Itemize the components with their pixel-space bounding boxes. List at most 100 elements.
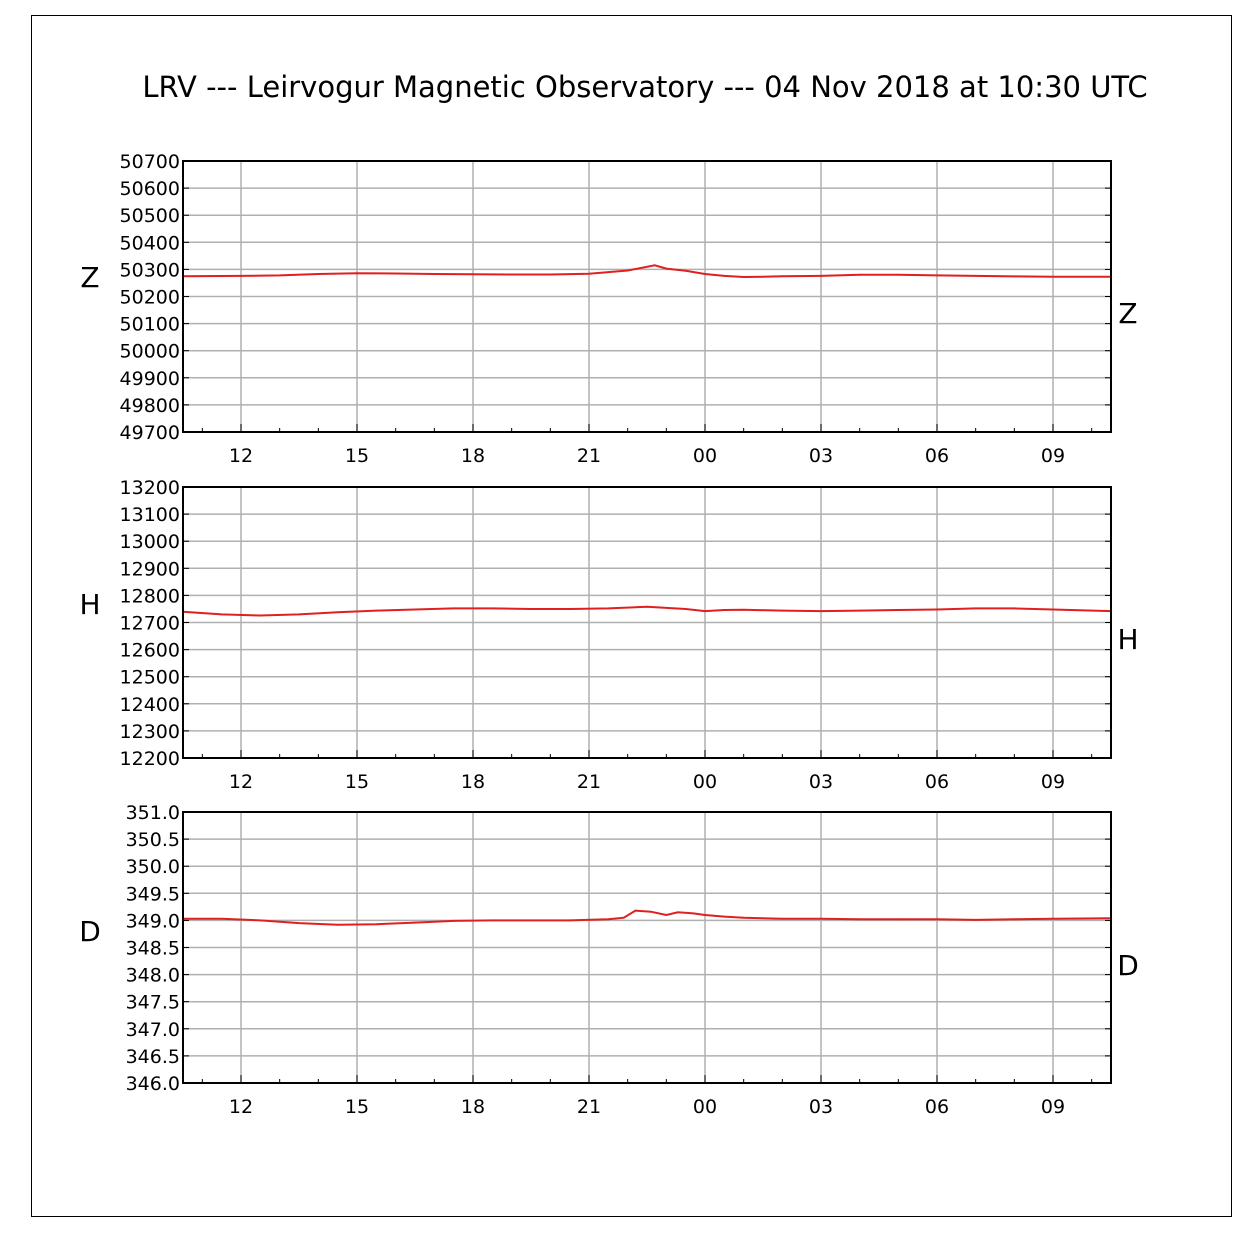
y-tick-label: 50100 [120, 314, 180, 336]
data-point [692, 912, 695, 915]
data-point [897, 918, 900, 921]
data-point [723, 915, 726, 918]
x-tick-label: 06 [925, 1096, 949, 1118]
data-point [677, 911, 679, 914]
data-point [452, 607, 455, 610]
data-point [974, 918, 977, 921]
data-point [259, 614, 262, 617]
data-point [259, 919, 262, 922]
data-point [1052, 275, 1054, 278]
y-tick-label: 50400 [120, 232, 180, 254]
data-point [762, 275, 764, 278]
panel-z: 50700 50600 50500 50400 50300 50200 50100 50000… [80, 151, 1137, 467]
data-point [858, 609, 861, 612]
data-point [530, 608, 532, 610]
x-tick-label: 09 [1041, 445, 1065, 467]
panel-label-right: D [1117, 949, 1139, 982]
data-point [742, 916, 745, 919]
data-point [549, 273, 552, 276]
y-tick-label: 50700 [120, 151, 180, 173]
y-tick-label: 12200 [120, 748, 180, 770]
data-point [1052, 917, 1054, 920]
data-point [433, 273, 436, 275]
data-point [336, 611, 339, 614]
x-tick-label: 00 [693, 1096, 717, 1118]
data-point [974, 607, 977, 610]
data-point [634, 909, 637, 912]
y-tick-label: 50600 [120, 178, 180, 200]
data-point [897, 273, 900, 276]
data-point [607, 607, 610, 610]
x-tick-label: 21 [577, 771, 601, 793]
data-point [704, 273, 706, 275]
y-tick-label: 12900 [120, 558, 180, 580]
data-point [240, 275, 242, 277]
y-tick-label: 350.0 [126, 856, 180, 878]
data-point [936, 918, 938, 921]
y-tick-label: 50200 [120, 287, 180, 309]
data-point [472, 273, 474, 276]
x-tick-label: 12 [229, 445, 253, 467]
data-point [974, 275, 977, 277]
panel-label-left: D [79, 915, 101, 948]
y-tick-label: 49700 [120, 422, 180, 444]
y-tick-label: 49900 [120, 368, 180, 390]
data-point [510, 273, 513, 276]
x-tick-label: 15 [345, 445, 369, 467]
x-tick-label: 18 [461, 1096, 485, 1118]
data-point [704, 610, 706, 613]
x-tick-label: 12 [229, 1096, 253, 1118]
y-tick-label: 349.5 [126, 883, 180, 905]
x-tick-label: 03 [809, 1096, 833, 1118]
y-tick-label: 346.0 [126, 1073, 180, 1095]
x-tick-label: 06 [925, 771, 949, 793]
y-tick-label: 13100 [120, 504, 180, 526]
series-line-z [182, 264, 1111, 279]
data-point [665, 267, 668, 270]
y-tick-label: 50300 [120, 259, 180, 281]
y-tick-label: 346.5 [126, 1046, 180, 1068]
y-tick-label: 349.0 [126, 910, 180, 932]
y-tick-label: 13200 [120, 477, 180, 499]
data-point [781, 275, 784, 278]
axes-frame [182, 160, 1112, 433]
data-point [820, 275, 822, 277]
data-point [1013, 918, 1016, 921]
y-tick-label: 50000 [120, 341, 180, 363]
x-tick-label: 03 [809, 445, 833, 467]
y-tick-label: 348.5 [126, 938, 180, 960]
panel-h: 13200 13100 13000 12900 12800 12700 12600 12500… [79, 477, 1138, 793]
data-point [607, 918, 610, 921]
data-point [568, 608, 571, 610]
data-point [684, 269, 687, 272]
data-point [1013, 275, 1016, 278]
data-point [375, 609, 378, 612]
y-tick-label: 12400 [120, 694, 180, 716]
data-point [742, 608, 745, 611]
panel-d: 351.0 350.5 350.0 349.5 349.0 348.5 348.0 347.5… [79, 802, 1139, 1118]
data-point [394, 272, 397, 275]
y-tick-label: 12500 [120, 667, 180, 689]
y-tick-label: 351.0 [126, 802, 180, 824]
x-tick-label: 06 [925, 445, 949, 467]
data-point [298, 613, 300, 616]
data-point [820, 610, 822, 613]
x-tick-label: 12 [229, 771, 253, 793]
series-line-d [183, 909, 1112, 926]
data-point [936, 608, 938, 611]
axes-frame [182, 811, 1112, 1084]
data-point [278, 274, 281, 277]
data-point [723, 275, 726, 277]
x-tick-label: 00 [693, 771, 717, 793]
x-tick-label: 15 [345, 771, 369, 793]
x-tick-label: 03 [809, 771, 833, 793]
data-point [336, 923, 339, 926]
data-point [858, 273, 861, 276]
series-line-h [182, 605, 1112, 617]
y-tick-label: 50500 [120, 205, 180, 227]
data-point [491, 607, 494, 610]
x-tick-label: 15 [345, 1096, 369, 1118]
data-point [858, 918, 861, 921]
data-point [298, 922, 300, 925]
